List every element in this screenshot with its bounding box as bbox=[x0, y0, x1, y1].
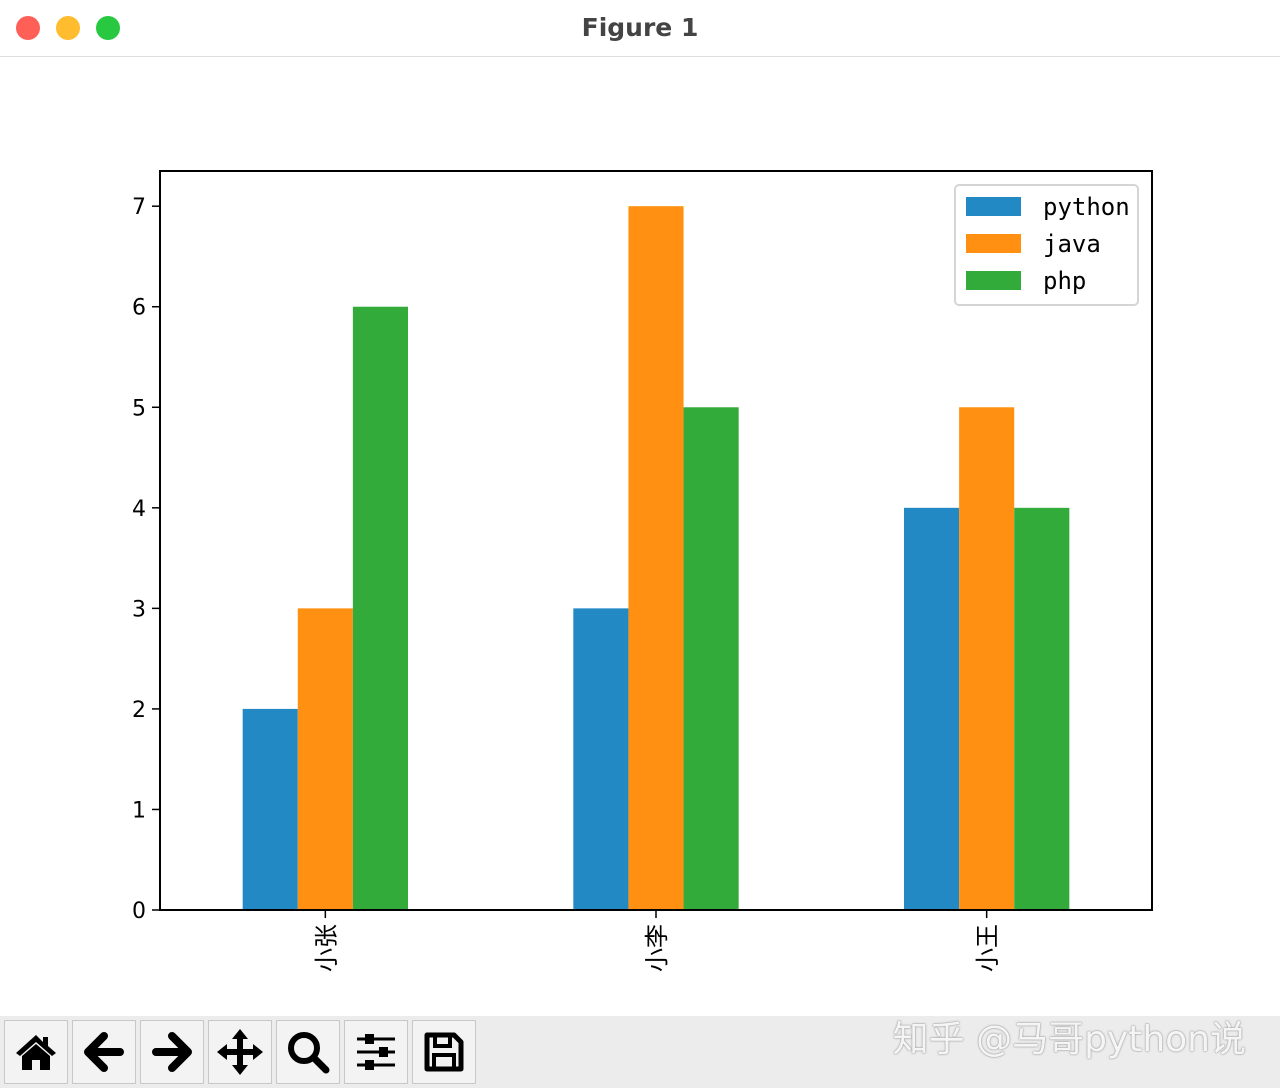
configure-subplots-button[interactable] bbox=[344, 1020, 408, 1084]
forward-arrow-icon bbox=[152, 1032, 192, 1072]
bar-java-2 bbox=[959, 407, 1015, 910]
bar-python-0 bbox=[242, 708, 298, 910]
home-button[interactable] bbox=[4, 1020, 68, 1084]
bar-php-1 bbox=[683, 407, 739, 910]
bar-java-0 bbox=[297, 608, 353, 910]
bar-python-2 bbox=[904, 507, 960, 910]
back-arrow-icon bbox=[84, 1032, 124, 1072]
legend-label-java: java bbox=[1043, 230, 1101, 258]
close-window-button[interactable] bbox=[16, 16, 40, 40]
pan-move-icon bbox=[217, 1029, 263, 1075]
legend-swatch-python bbox=[966, 197, 1021, 216]
zoom-window-button[interactable] bbox=[96, 16, 120, 40]
save-button[interactable] bbox=[412, 1020, 476, 1084]
pan-button[interactable] bbox=[208, 1020, 272, 1084]
bar-python-1 bbox=[573, 608, 629, 910]
minimize-window-button[interactable] bbox=[56, 16, 80, 40]
watermark: 知乎 @马哥python说 bbox=[892, 1019, 1246, 1060]
x-tick-label: 小王 bbox=[974, 924, 1002, 972]
y-tick-label: 6 bbox=[132, 296, 146, 321]
zoom-magnifier-icon bbox=[288, 1032, 330, 1074]
legend-swatch-java bbox=[966, 234, 1021, 253]
y-tick-label: 1 bbox=[132, 798, 146, 823]
legend-swatch-php bbox=[966, 271, 1021, 290]
back-button[interactable] bbox=[72, 1020, 136, 1084]
y-tick-label: 7 bbox=[132, 195, 146, 220]
y-tick-label: 5 bbox=[132, 396, 146, 421]
legend-label-python: python bbox=[1043, 193, 1130, 221]
navigation-toolbar bbox=[0, 1016, 1280, 1088]
forward-button[interactable] bbox=[140, 1020, 204, 1084]
legend-label-php: php bbox=[1043, 267, 1086, 295]
y-tick-label: 4 bbox=[132, 497, 146, 522]
legend: python java php bbox=[954, 184, 1139, 306]
x-tick-label: 小李 bbox=[643, 924, 671, 972]
window-titlebar: Figure 1 bbox=[0, 0, 1280, 57]
home-icon bbox=[16, 1035, 56, 1070]
y-tick-label: 3 bbox=[132, 597, 146, 622]
y-tick-label: 2 bbox=[132, 698, 146, 723]
bar-java-1 bbox=[628, 206, 684, 910]
bar-php-2 bbox=[1014, 507, 1070, 910]
zoom-button[interactable] bbox=[276, 1020, 340, 1084]
x-tick-label: 小张 bbox=[312, 924, 340, 972]
window-title: Figure 1 bbox=[581, 13, 699, 42]
bar-chart: 0 1 2 3 4 5 6 7 小张 小李 小王 python java php bbox=[132, 170, 1153, 972]
bar-php-0 bbox=[352, 306, 408, 910]
y-tick-label: 0 bbox=[132, 899, 146, 924]
save-floppy-icon bbox=[424, 1032, 464, 1072]
subplots-sliders-icon bbox=[357, 1034, 395, 1070]
